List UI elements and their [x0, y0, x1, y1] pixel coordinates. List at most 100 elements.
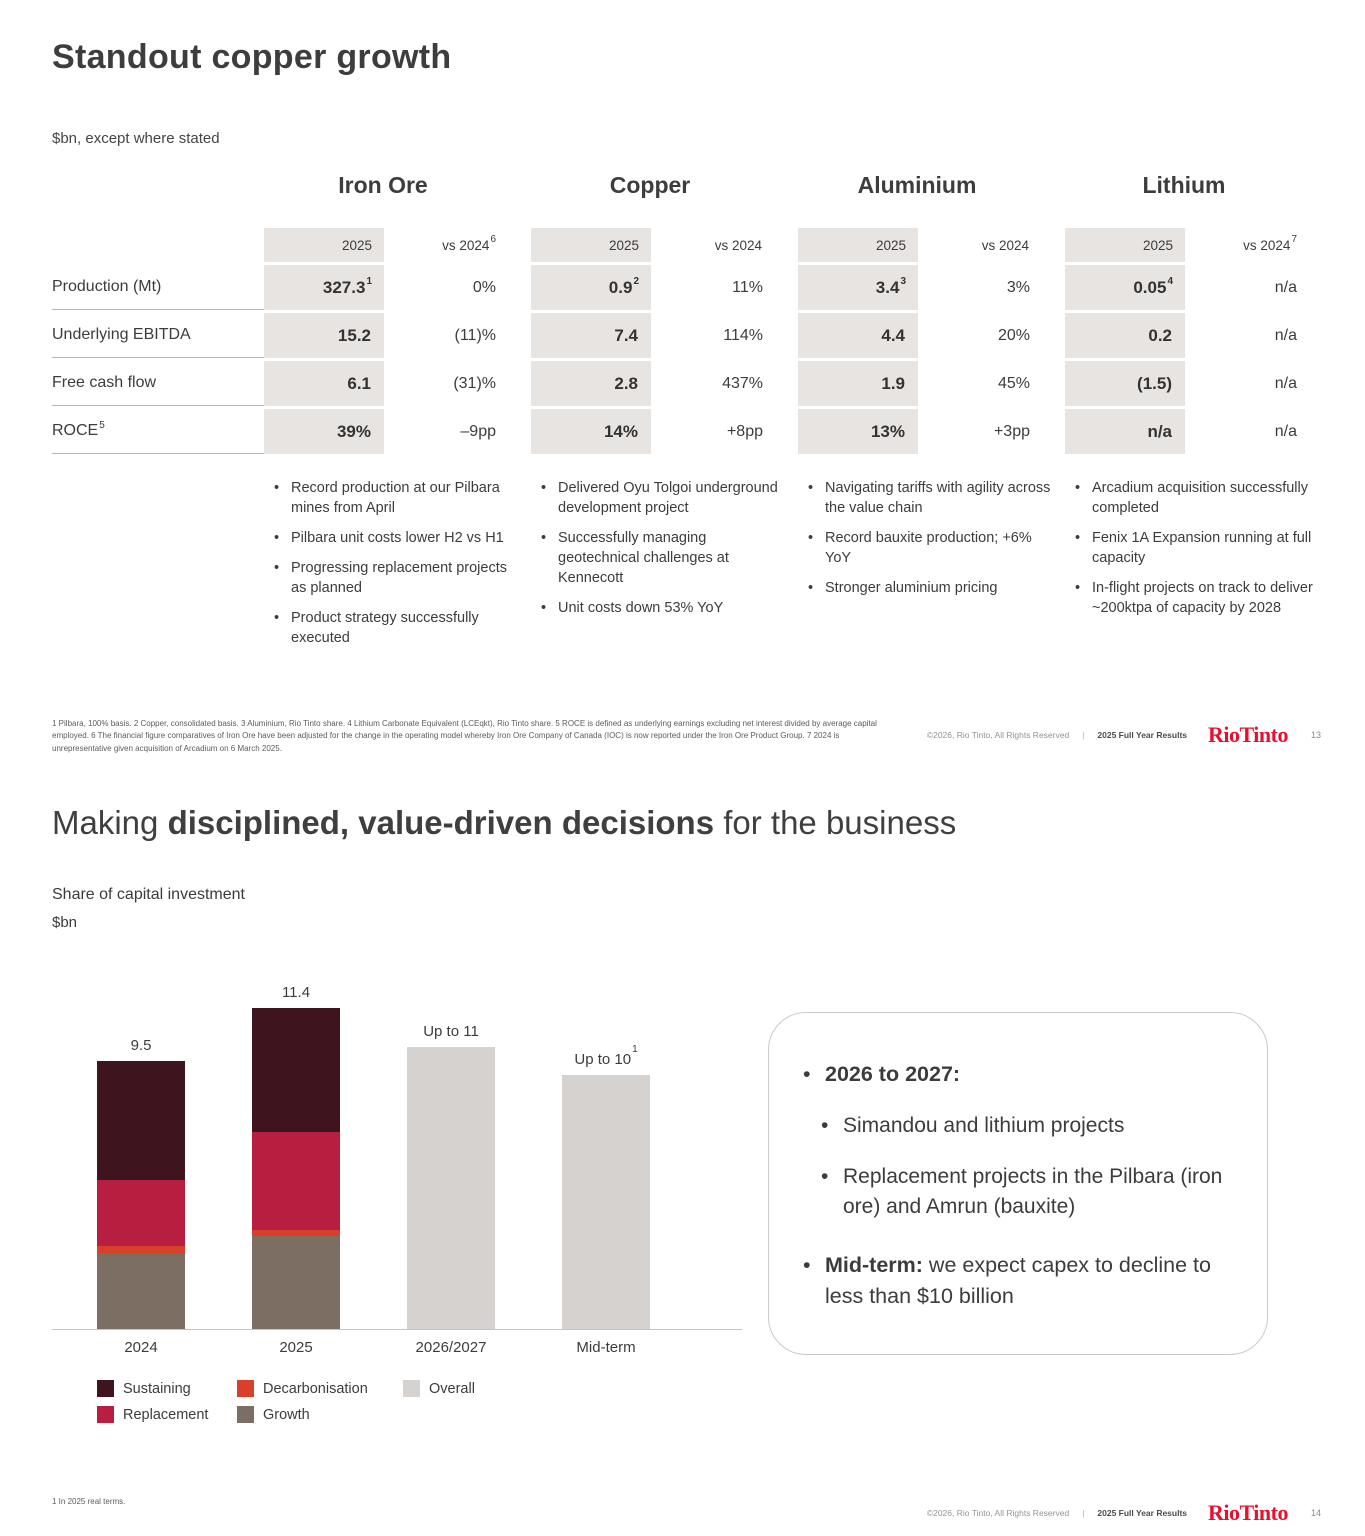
bar-2025: 11.4 [252, 984, 340, 1329]
slide-standout-copper-growth: Standout copper growth $bn, except where… [0, 0, 1365, 768]
col-header-2025: 2025 [798, 228, 918, 262]
legend-label: Replacement [123, 1406, 209, 1423]
value-cell: 6.1 [264, 361, 384, 406]
bullet-item: Product strategy successfully executed [272, 608, 524, 648]
bullet-item: Delivered Oyu Tolgoi underground develop… [539, 478, 791, 518]
legend-swatch [97, 1380, 114, 1397]
value-cell: 0.05 4 [1065, 265, 1185, 310]
value: 327.3 [322, 277, 366, 297]
bullet-text: Navigating tariffs with agility across t… [825, 480, 1051, 516]
chart-plot-area: 9.5 11.4 Up to 11 Up to 101 [52, 968, 742, 1330]
col-header-vs2024: vs 2024 6 [384, 228, 502, 262]
bullet-item: Record production at our Pilbara mines f… [272, 478, 524, 518]
group-grid: 2025 vs 2024 7 0.05 4 n/a 0.2 n/a (1.5) n/… [1065, 228, 1303, 454]
bar-value-label: Up to 101 [574, 1044, 638, 1069]
legend-label: Sustaining [123, 1380, 191, 1397]
value: 39% [336, 421, 371, 441]
value-cell: 327.3 1 [264, 265, 384, 310]
stacked-bar [97, 1061, 185, 1329]
bullet-item: Progressing replacement projects as plan… [272, 558, 524, 598]
title-segment: Making [52, 804, 168, 841]
group-grid: 2025 vs 2024 6 327.3 1 0% 15.2 (11)% 6.1 (… [264, 228, 502, 454]
col-header-vs2024: vs 2024 [918, 228, 1036, 262]
slide-disciplined-decisions: Making disciplined, value-driven decisio… [0, 768, 1365, 1536]
bullet-text: Pilbara unit costs lower H2 vs H1 [291, 530, 504, 546]
change-cell: 0% [472, 278, 496, 296]
table-row-headers: Production (Mt) Underlying EBITDA Free c… [52, 172, 264, 457]
deck-title: 2025 Full Year Results [1097, 1508, 1188, 1518]
bar-2026-2027: Up to 11 [407, 1023, 495, 1329]
change-cell: (11)% [454, 326, 497, 344]
panel-bullet-text: Simandou and lithium projects [843, 1114, 1125, 1138]
value-cell: 7.4 [531, 313, 651, 358]
row-header-production: Production (Mt) [52, 265, 264, 310]
footer-separator: | [1082, 1508, 1085, 1518]
col-header-label: vs 2024 [442, 237, 490, 253]
legend-label: Decarbonisation [263, 1380, 368, 1397]
value: n/a [1147, 421, 1172, 441]
commodity-group-lithium: Lithium 2025 vs 2024 7 0.05 4 n/a 0.2 n/a … [1065, 172, 1313, 628]
change-cell: +8pp [726, 422, 763, 440]
col-header-2025: 2025 [1065, 228, 1185, 262]
value-cell: 3.4 3 [798, 265, 918, 310]
bar-segment-decarbonisation [97, 1245, 185, 1253]
row-header-fcf: Free cash flow [52, 361, 264, 406]
bullet-list-aluminium: Navigating tariffs with agility across t… [806, 478, 1058, 598]
bar-mid-term: Up to 101 [562, 1044, 650, 1329]
change-cell: 3% [1006, 278, 1030, 296]
bullet-item: Navigating tariffs with agility across t… [806, 478, 1058, 518]
value-cell: (1.5) [1065, 361, 1185, 406]
bar-value-label: 11.4 [281, 983, 311, 1001]
bullet-list-iron-ore: Record production at our Pilbara mines f… [272, 478, 524, 648]
bullet-text: Stronger aluminium pricing [825, 580, 998, 596]
group-title: Lithium [1142, 172, 1226, 198]
slide2-footer: ©2026, Rio Tinto, All Rights Reserved | … [927, 1500, 1321, 1526]
change-cell: –9pp [460, 422, 496, 440]
col-header-vs2024: vs 2024 7 [1185, 228, 1303, 262]
bullet-item: Unit costs down 53% YoY [539, 598, 791, 618]
legend-item-growth: Growth [237, 1406, 403, 1423]
legend-swatch [403, 1380, 420, 1397]
capex-outlook-panel: 2026 to 2027: Simandou and lithium proje… [768, 1012, 1268, 1355]
value-cell: 15.2 [264, 313, 384, 358]
rio-tinto-logo: RioTinto [1208, 1500, 1288, 1525]
copyright: ©2026, Rio Tinto, All Rights Reserved [926, 1508, 1070, 1518]
x-axis-label: 2026/2027 [415, 1339, 487, 1356]
group-title: Iron Ore [338, 172, 428, 198]
change-cell: n/a [1274, 422, 1297, 440]
chart-legend: Sustaining Decarbonisation Overall Replacem… [97, 1380, 475, 1423]
title-segment: for the business [714, 804, 957, 841]
value-cell: 1.9 [798, 361, 918, 406]
panel-bullet-text: Replacement projects in the Pilbara (iro… [843, 1164, 1223, 1218]
stacked-bar [252, 1007, 340, 1329]
value: 4.4 [881, 325, 905, 345]
legend-swatch [237, 1406, 254, 1423]
col-header-2025: 2025 [531, 228, 651, 262]
value: 0.05 [1133, 277, 1167, 297]
page-number: 14 [1310, 1508, 1321, 1518]
footnote-marker: 1 [632, 1044, 638, 1056]
slide2-footer-area: 1 In 2025 real terms. ©2026, Rio Tinto, … [52, 1496, 1321, 1526]
slide1-subtitle: $bn, except where stated [52, 130, 220, 147]
value: 2.8 [614, 373, 638, 393]
legend-item-decarbonisation: Decarbonisation [237, 1380, 403, 1397]
x-axis-label: 2024 [124, 1339, 158, 1356]
bullet-item: Fenix 1A Expansion running at full capac… [1073, 528, 1325, 568]
legend-swatch [97, 1406, 114, 1423]
value: 14% [603, 421, 638, 441]
value-cell: 14% [531, 409, 651, 454]
group-grid: 2025 vs 2024 3.4 3 3% 4.4 20% 1.9 45% 13%… [798, 228, 1036, 454]
bar-segment-growth [252, 1235, 340, 1329]
bullet-text: Record production at our Pilbara mines f… [291, 480, 500, 516]
footnote-marker: 2 [633, 276, 639, 287]
bar-segment-replacement [97, 1179, 185, 1246]
row-header-spacer [52, 172, 264, 265]
bullet-text: Successfully managing geotechnical chall… [558, 530, 729, 586]
panel-bullet-2026-2027: 2026 to 2027: [795, 1059, 1229, 1089]
chart-unit-label: $bn [52, 914, 78, 931]
bullet-text: Record bauxite production; +6% YoY [825, 530, 1032, 566]
change-cell: 20% [997, 326, 1030, 344]
footer-separator: | [1082, 730, 1085, 740]
bullet-text: Arcadium acquisition successfully comple… [1092, 480, 1308, 516]
bar-segment-sustaining [97, 1061, 185, 1180]
